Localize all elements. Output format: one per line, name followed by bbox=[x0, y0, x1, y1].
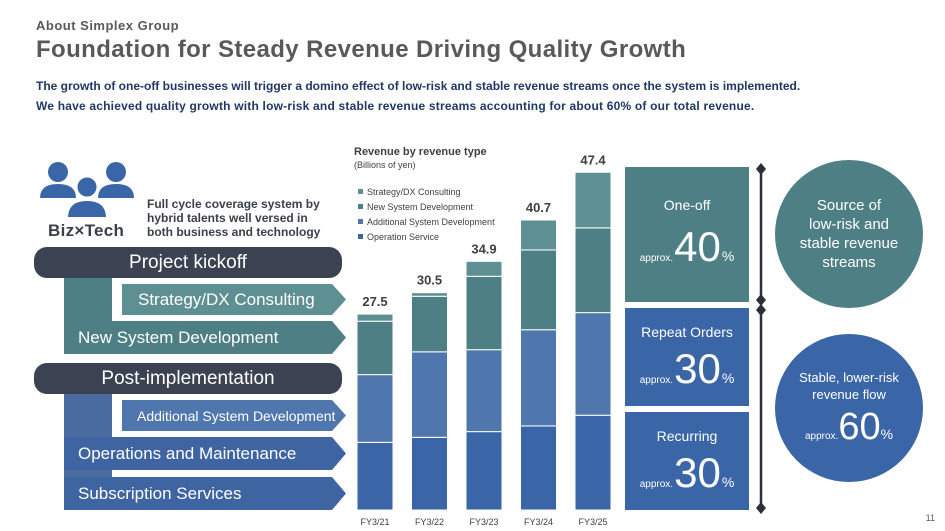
subscription-services-row: Subscription Services bbox=[64, 477, 346, 510]
revenue-stacked-bar-chart: 27.5 FY3/21 30.5 FY3/22 34.9 FY3/23 40.7 FY3/24… bbox=[356, 152, 612, 527]
biz-tech-label: Biz×Tech bbox=[48, 221, 125, 240]
legend-swatch-strategy bbox=[358, 189, 363, 194]
total-label-fy3-25: 47.4 bbox=[580, 152, 606, 167]
new-system-development-row: New System Development bbox=[64, 321, 346, 354]
chart-legend: Strategy/DX Consulting New System Develo… bbox=[358, 184, 495, 244]
bar-segment-additional-system-development-fy3-24 bbox=[520, 329, 557, 427]
page-title: Foundation for Steady Revenue Driving Qu… bbox=[36, 36, 687, 63]
bar-segment-strategy-dx-consulting-fy3-23 bbox=[465, 260, 503, 277]
bar-segment-operation-service-fy3-25 bbox=[574, 414, 612, 511]
repeat-orders-value: approx. 30 % bbox=[639, 345, 735, 392]
category-label-fy3-23: FY3/23 bbox=[469, 517, 498, 527]
oneoff-value: approx. 40 % bbox=[639, 223, 735, 270]
stable-revenue-circle: Stable, lower-risk revenue flow approx. … bbox=[775, 334, 923, 482]
additional-system-development-row: Additional System Development bbox=[122, 400, 346, 431]
bar-segment-operation-service-fy3-22 bbox=[411, 436, 448, 511]
legend-swatch-operation bbox=[358, 234, 363, 239]
bar-segment-new-system-development-fy3-25 bbox=[574, 227, 612, 314]
bar-segment-new-system-development-fy3-23 bbox=[465, 275, 503, 351]
bar-segment-additional-system-development-fy3-23 bbox=[465, 349, 503, 433]
bracket-stable bbox=[756, 304, 766, 514]
legend-swatch-additional bbox=[358, 219, 363, 224]
people-group-icon bbox=[40, 162, 134, 219]
category-label-fy3-24: FY3/24 bbox=[524, 517, 553, 527]
bar-segment-strategy-dx-consulting-fy3-22 bbox=[411, 292, 448, 297]
total-label-fy3-24: 40.7 bbox=[526, 200, 551, 215]
category-label-fy3-21: FY3/21 bbox=[360, 517, 389, 527]
bar-segment-additional-system-development-fy3-22 bbox=[411, 351, 448, 438]
subtitle-line-2: We have achieved quality growth with low… bbox=[36, 99, 755, 113]
oneoff-label: One-off bbox=[663, 197, 711, 213]
strategy-dx-consulting-row: Strategy/DX Consulting bbox=[122, 284, 346, 315]
bracket-oneoff bbox=[756, 163, 766, 306]
project-kickoff-stage: Project kickoff bbox=[34, 247, 342, 278]
category-label-fy3-22: FY3/22 bbox=[415, 517, 444, 527]
subtitle-line-1: The growth of one-off businesses will tr… bbox=[36, 79, 801, 93]
bar-segment-new-system-development-fy3-22 bbox=[411, 295, 448, 353]
legend-item-new-system: New System Development bbox=[358, 199, 495, 214]
repeat-orders-label: Repeat Orders bbox=[641, 324, 733, 340]
total-label-fy3-21: 27.5 bbox=[362, 294, 387, 309]
legend-item-additional: Additional System Development bbox=[358, 214, 495, 229]
bar-segment-operation-service-fy3-23 bbox=[465, 431, 503, 511]
chart-unit: (Billions of yen) bbox=[354, 160, 416, 170]
bar-segment-strategy-dx-consulting-fy3-25 bbox=[574, 171, 612, 229]
category-label-fy3-25: FY3/25 bbox=[578, 517, 607, 527]
low-risk-source-circle: Source of low-risk and stable revenue st… bbox=[775, 160, 923, 308]
section-label: About Simplex Group bbox=[36, 18, 180, 33]
total-label-fy3-23: 34.9 bbox=[471, 241, 496, 256]
stable-revenue-share: approx. 60 % bbox=[804, 406, 894, 448]
legend-item-operation: Operation Service bbox=[358, 229, 495, 244]
chart-title: Revenue by revenue type bbox=[354, 146, 487, 158]
bar-segment-additional-system-development-fy3-25 bbox=[574, 312, 612, 416]
operations-maintenance-row: Operations and Maintenance bbox=[64, 437, 346, 470]
recurring-label: Recurring bbox=[656, 428, 718, 444]
page-number: 11 bbox=[925, 513, 935, 523]
recurring-value: approx. 30 % bbox=[639, 449, 735, 496]
bar-segment-strategy-dx-consulting-fy3-24 bbox=[520, 219, 557, 251]
oneoff-box: One-off approx. 40 % bbox=[625, 167, 749, 302]
bar-segment-operation-service-fy3-24 bbox=[520, 425, 557, 511]
recurring-box: Recurring approx. 30 % bbox=[625, 412, 749, 510]
bar-segment-new-system-development-fy3-21 bbox=[356, 320, 394, 376]
bar-segment-strategy-dx-consulting-fy3-21 bbox=[356, 313, 394, 322]
bar-segment-new-system-development-fy3-24 bbox=[520, 249, 557, 331]
coverage-description: Full cycle coverage system by hybrid tal… bbox=[147, 197, 321, 239]
post-implementation-stage: Post-implementation bbox=[34, 363, 342, 394]
total-label-fy3-22: 30.5 bbox=[417, 273, 442, 288]
legend-swatch-new-system bbox=[358, 204, 363, 209]
legend-item-strategy: Strategy/DX Consulting bbox=[358, 184, 495, 199]
bar-segment-additional-system-development-fy3-21 bbox=[356, 374, 394, 443]
repeat-orders-box: Repeat Orders approx. 30 % bbox=[625, 308, 749, 406]
bar-segment-operation-service-fy3-21 bbox=[356, 441, 394, 511]
